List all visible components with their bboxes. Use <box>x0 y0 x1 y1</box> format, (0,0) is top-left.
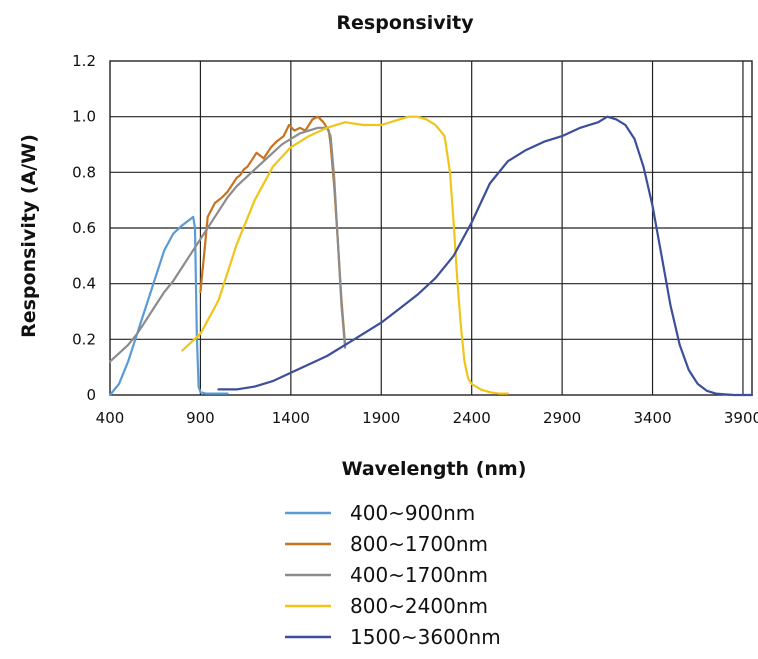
x-tick-label: 900 <box>186 409 215 427</box>
x-tick-label: 2900 <box>543 409 581 427</box>
series-line-1 <box>108 215 229 397</box>
series-line-3 <box>108 126 347 363</box>
y-tick-label: 0 <box>86 386 96 404</box>
y-tick-label: 0.2 <box>72 330 96 348</box>
x-tick-label: 3900 <box>724 409 758 427</box>
series-line-5 <box>217 115 754 397</box>
chart-title: Responsivity <box>336 12 474 34</box>
legend: 400~900nm 800~1700nm 400~1700nm 800~2400nm 1… <box>285 501 501 649</box>
x-tick-label: 1900 <box>362 409 400 427</box>
x-tick-label: 400 <box>96 409 125 427</box>
x-tick-label: 2400 <box>453 409 491 427</box>
legend-label: 1500~3600nm <box>350 625 501 649</box>
y-tick-label: 1.0 <box>72 108 96 126</box>
legend-label: 400~900nm <box>350 501 475 525</box>
x-tick-label: 3400 <box>633 409 671 427</box>
x-axis-label: Wavelength (nm) <box>342 458 527 480</box>
x-tick-label: 1400 <box>272 409 310 427</box>
series-layer <box>108 115 754 397</box>
y-tick-label: 0.4 <box>72 275 96 293</box>
y-tick-label: 0.8 <box>72 163 96 181</box>
legend-label: 800~1700nm <box>350 532 488 556</box>
series-line-2 <box>199 115 347 346</box>
tick-labels: 0 0.2 0.4 0.6 0.8 1.0 1.2 400 900 1400 1900 2400 290… <box>72 52 758 427</box>
y-tick-label: 1.2 <box>72 52 96 70</box>
legend-label: 400~1700nm <box>350 563 488 587</box>
y-tick-label: 0.6 <box>72 219 96 237</box>
grid-layer <box>110 61 752 395</box>
series-line-4 <box>181 115 509 395</box>
y-axis-label: Responsivity (A/W) <box>18 134 40 338</box>
legend-label: 800~2400nm <box>350 594 488 618</box>
plot-area-border <box>109 60 753 396</box>
